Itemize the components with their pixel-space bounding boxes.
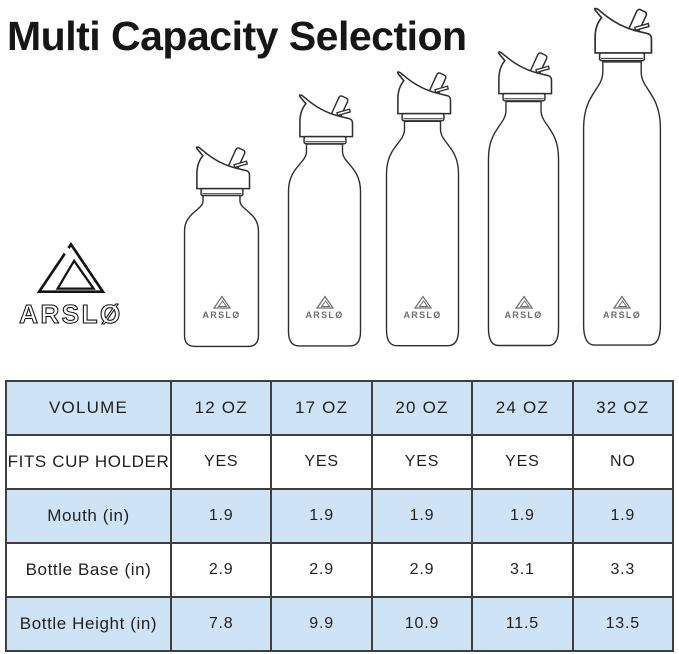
spec-value: YES [471,434,574,490]
spec-value: 7.8 [169,596,273,652]
brand-logo: ARSLØ [16,240,126,330]
spec-value: YES [169,434,273,490]
straw-lid-icon [594,7,653,62]
table-row-cup-holder: FITS CUP HOLDER YES YES YES YES NO [5,434,675,490]
bottle-body [582,59,662,348]
mini-triangle-icon [212,295,231,309]
spec-value: 1.9 [471,488,574,544]
column-header-12oz: 12 OZ [169,380,273,436]
spec-value: 1.9 [169,488,273,544]
table-row-mouth: Mouth (in) 1.9 1.9 1.9 1.9 1.9 [5,488,675,544]
mini-triangle-icon [315,295,334,309]
bottle-body [385,119,460,348]
bottle-24oz: ARSLØ [487,47,560,348]
table-row-base: Bottle Base (in) 2.9 2.9 2.9 3.1 3.3 [5,542,675,598]
mini-triangle-icon [613,295,631,309]
mini-wordmark: ARSLØ [603,310,641,320]
row-label: FITS CUP HOLDER [5,434,172,490]
mini-wordmark: ARSLØ [403,310,442,320]
bottle-brand-mark: ARSLØ [287,295,362,320]
spec-value: NO [571,434,675,490]
bottle-brand-mark: ARSLØ [487,295,560,320]
table-row-height: Bottle Height (in) 7.8 9.9 10.9 11.5 13.… [5,596,675,652]
mini-wordmark: ARSLØ [305,310,344,320]
bottle-body [183,194,260,348]
spec-value: 1.9 [571,488,675,544]
bottle-17oz: ARSLØ [287,90,362,348]
column-header-volume: VOLUME [5,380,172,436]
bottle-body [487,99,560,348]
bottle-brand-mark: ARSLØ [385,295,460,320]
brand-wordmark: ARSLØ [19,298,123,329]
column-header-32oz: 32 OZ [571,380,675,436]
spec-value: YES [370,434,474,490]
bottle-brand-mark: ARSLØ [582,295,662,320]
spec-value: 11.5 [471,596,574,652]
spec-value: 10.9 [370,596,474,652]
column-header-17oz: 17 OZ [270,380,373,436]
bottle-20oz: ARSLØ [385,67,460,348]
spec-table: VOLUME 12 OZ 17 OZ 20 OZ 24 OZ 32 OZ FIT… [5,380,675,652]
bottle-body [287,142,362,348]
bottle-32oz: ARSLØ [582,3,662,348]
spec-value: YES [270,434,373,490]
bottle-12oz: ARSLØ [183,142,260,348]
spec-value: 2.9 [370,542,474,598]
row-label: Mouth (in) [5,488,172,544]
column-header-20oz: 20 OZ [370,380,474,436]
row-label: Bottle Base (in) [5,542,172,598]
bottle-brand-mark: ARSLØ [183,295,260,320]
svg-text:ARSLØ: ARSLØ [19,299,123,329]
page-title: Multi Capacity Selection [7,13,467,59]
straw-lid-icon [497,51,552,102]
spec-value: 13.5 [571,596,675,652]
mini-wordmark: ARSLØ [504,310,543,320]
column-header-24oz: 24 OZ [471,380,574,436]
straw-lid-icon [396,71,451,122]
spec-value: 9.9 [270,596,373,652]
spec-value: 2.9 [270,542,373,598]
straw-lid-icon [298,94,353,145]
table-row-volume: VOLUME 12 OZ 17 OZ 20 OZ 24 OZ 32 OZ [5,380,675,436]
spec-value: 3.1 [471,542,574,598]
spec-value: 1.9 [370,488,474,544]
mini-triangle-icon [514,295,533,309]
straw-lid-icon [195,146,250,197]
spec-value: 3.3 [571,542,675,598]
mini-triangle-icon [413,295,432,309]
brand-triangle-icon [36,241,106,294]
mini-wordmark: ARSLØ [202,310,241,320]
row-label: Bottle Height (in) [5,596,172,652]
spec-value: 1.9 [270,488,373,544]
spec-value: 2.9 [169,542,273,598]
